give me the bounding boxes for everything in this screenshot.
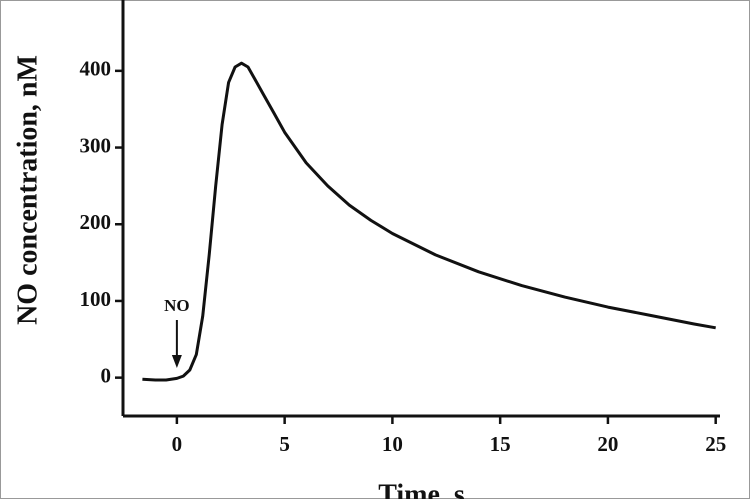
x-tick-label: 25 bbox=[705, 432, 726, 456]
y-axis-label: NO concentration, nM bbox=[12, 55, 43, 325]
x-tick-label: 15 bbox=[490, 432, 511, 456]
line-series bbox=[142, 61, 716, 382]
y-tick-label: 100 bbox=[80, 287, 112, 311]
x-tick-label: 10 bbox=[382, 432, 403, 456]
y-tick-label: 0 bbox=[101, 363, 112, 387]
x-tick-label: 5 bbox=[279, 432, 290, 456]
arrow-head bbox=[171, 355, 182, 368]
x-tick-label: 0 bbox=[172, 432, 183, 456]
x-tick-label: 20 bbox=[597, 432, 618, 456]
annotation: NO bbox=[164, 296, 190, 315]
y-tick-label: 500 bbox=[80, 0, 112, 4]
y-tick-label: 300 bbox=[80, 133, 112, 157]
y-tick-label: 200 bbox=[80, 210, 112, 234]
y-tick-label: 400 bbox=[80, 57, 112, 81]
x-axis-label: Time, s bbox=[378, 479, 465, 499]
